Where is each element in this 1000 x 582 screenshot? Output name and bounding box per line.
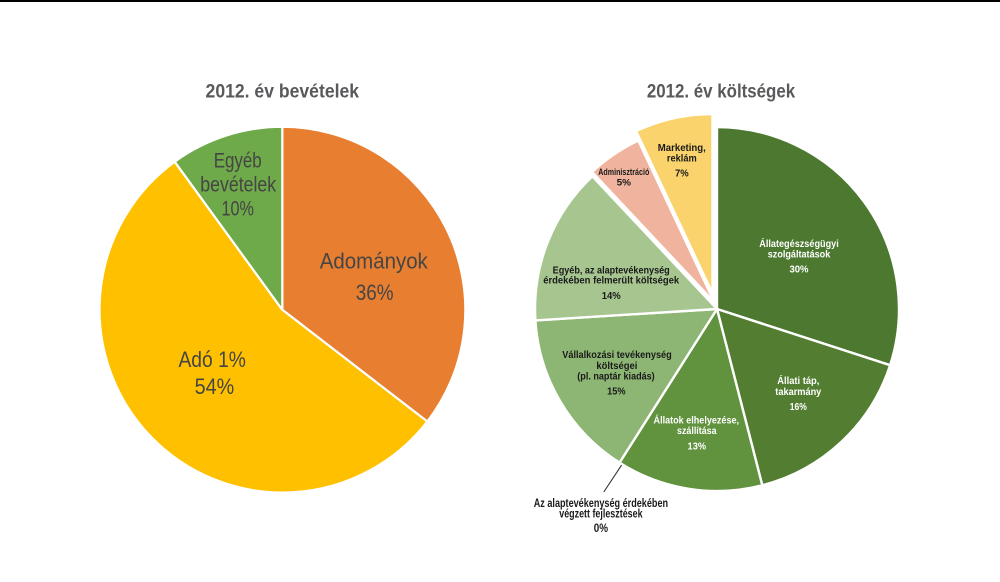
svg-text:13%: 13%: [688, 442, 707, 453]
svg-text:Vállalkozási tevékenység: Vállalkozási tevékenység: [562, 350, 672, 361]
svg-text:Adminisztráció: Adminisztráció: [598, 167, 649, 177]
svg-text:10%: 10%: [222, 198, 254, 221]
svg-text:2012. év bevételek: 2012. év bevételek: [206, 82, 360, 103]
svg-text:54%: 54%: [195, 374, 235, 399]
svg-text:reklám: reklám: [667, 154, 697, 165]
svg-text:2012. év költségek: 2012. év költségek: [647, 82, 796, 103]
svg-text:bevételek: bevételek: [200, 174, 276, 197]
svg-text:végzett fejlesztések: végzett fejlesztések: [559, 509, 643, 521]
svg-text:36%: 36%: [356, 280, 394, 305]
svg-text:Adó 1%: Adó 1%: [178, 347, 246, 372]
svg-text:5%: 5%: [617, 178, 631, 188]
svg-text:Egyéb, az alaptevékenység: Egyéb, az alaptevékenység: [553, 265, 670, 276]
svg-text:0%: 0%: [594, 523, 608, 535]
svg-text:Az alaptevékenység érdekében: Az alaptevékenység érdekében: [534, 498, 668, 510]
svg-text:(pl. naptár kiadás): (pl. naptár kiadás): [577, 372, 654, 383]
svg-text:Állategészségügyi: Állategészségügyi: [759, 237, 839, 250]
svg-text:szállítása: szállítása: [677, 426, 717, 437]
svg-text:15%: 15%: [607, 386, 626, 397]
svg-text:költségei: költségei: [596, 361, 637, 372]
svg-text:16%: 16%: [790, 402, 807, 413]
svg-text:Adományok: Adományok: [320, 248, 429, 273]
svg-text:Marketing,: Marketing,: [658, 143, 706, 154]
svg-text:szolgáltatások: szolgáltatások: [768, 250, 831, 261]
svg-text:7%: 7%: [675, 168, 689, 179]
svg-text:14%: 14%: [602, 291, 621, 302]
svg-text:Állatok elhelyezése,: Állatok elhelyezése,: [654, 413, 740, 426]
svg-text:érdekében felmerült költségek: érdekében felmerült költségek: [543, 276, 679, 287]
svg-text:Állati táp,: Állati táp,: [777, 374, 819, 387]
svg-text:30%: 30%: [790, 265, 809, 276]
svg-text:takarmány: takarmány: [775, 387, 821, 398]
svg-text:Egyéb: Egyéb: [214, 149, 262, 172]
